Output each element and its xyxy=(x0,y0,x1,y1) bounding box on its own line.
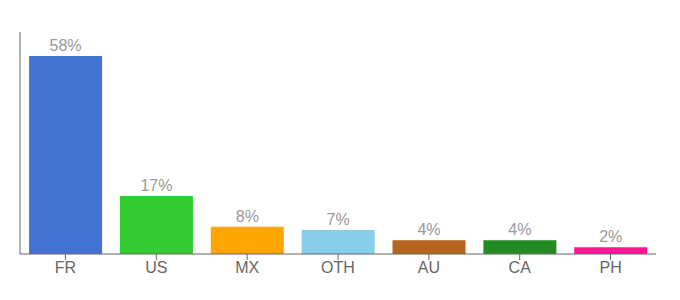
svg-text:OTH: OTH xyxy=(321,259,355,276)
svg-text:4%: 4% xyxy=(417,221,440,238)
svg-text:AU: AU xyxy=(418,259,440,276)
svg-text:MX: MX xyxy=(235,259,259,276)
svg-text:FR: FR xyxy=(55,259,76,276)
svg-text:PH: PH xyxy=(599,259,621,276)
svg-text:7%: 7% xyxy=(327,211,350,228)
svg-text:58%: 58% xyxy=(50,37,82,54)
svg-text:US: US xyxy=(145,259,167,276)
svg-text:8%: 8% xyxy=(236,208,259,225)
svg-text:4%: 4% xyxy=(508,221,531,238)
svg-text:CA: CA xyxy=(509,259,532,276)
svg-text:2%: 2% xyxy=(599,228,622,245)
svg-text:17%: 17% xyxy=(140,177,172,194)
